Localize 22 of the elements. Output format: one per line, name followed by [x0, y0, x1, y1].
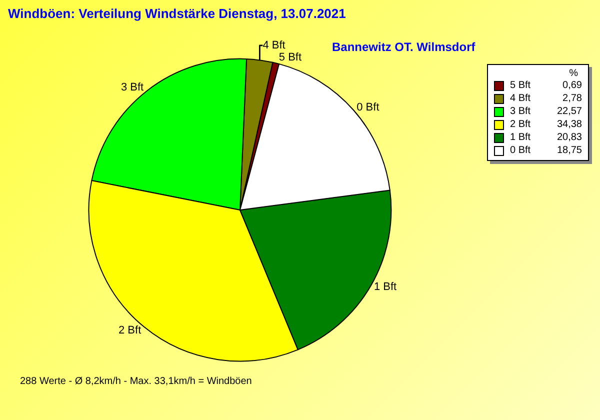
text: 288 Werte - Ø 8,2km/h - Max. 33,1km/h = Windböen — [20, 376, 252, 387]
legend-title: % — [568, 68, 579, 79]
data-label: 34,38 — [556, 119, 582, 130]
legend-label: 4 Bft — [510, 93, 532, 104]
legend-label: 2 Bft — [510, 119, 532, 130]
data-label: 22,57 — [556, 106, 582, 117]
data-label: 18,75 — [556, 145, 582, 156]
legend-label: 0 Bft — [510, 145, 532, 156]
slice-label: 2 Bft — [118, 324, 142, 337]
legend-label: 3 Bft — [510, 106, 532, 117]
chart-title: Windböen: Verteilung Windstärke Dienstag, 13.07.2021 — [8, 6, 346, 21]
slice-label: 3 Bft — [120, 81, 144, 94]
chart-subtitle: Bannewitz OT. Wilmsdorf — [332, 40, 476, 54]
legend-label: 5 Bft — [510, 80, 532, 91]
data-label: 20,83 — [556, 132, 582, 143]
slice-label: 0 Bft — [356, 102, 380, 114]
slice-label: 1 Bft — [374, 281, 397, 294]
slice-label: 4 Bft — [262, 39, 286, 52]
data-label: 0,69 — [562, 80, 582, 91]
legend-label: 1 Bft — [510, 132, 532, 143]
data-label: 2,78 — [562, 93, 582, 104]
slice-label: 5 Bft — [278, 51, 302, 64]
